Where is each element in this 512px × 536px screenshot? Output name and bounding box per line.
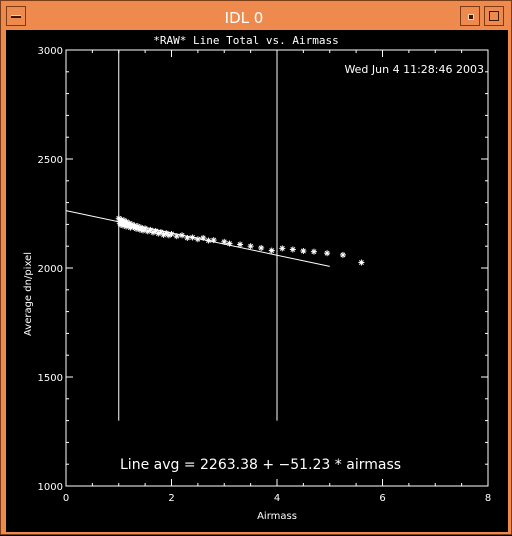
- data-point: [247, 243, 254, 250]
- y-tick-label: 2000: [38, 264, 63, 275]
- data-point: [258, 244, 265, 251]
- asterisk-stroke: [121, 218, 127, 223]
- data-point: [268, 247, 275, 254]
- asterisk-stroke: [116, 215, 122, 221]
- asterisk-stroke: [290, 247, 296, 252]
- window-title: IDL 0: [224, 9, 264, 27]
- fit-equation-label: Line avg = 2263.38 + −51.23 * airmass: [120, 457, 401, 473]
- x-tick-label: 4: [274, 493, 280, 504]
- asterisk-stroke: [237, 242, 243, 247]
- asterisk-stroke: [324, 250, 330, 256]
- asterisk-stroke: [311, 249, 317, 255]
- maximize-icon[interactable]: [484, 6, 504, 26]
- y-tick-label: 1500: [38, 373, 63, 384]
- window-menu-icon[interactable]: [6, 6, 26, 26]
- data-point: [147, 226, 154, 233]
- asterisk-stroke: [129, 221, 135, 227]
- data-point: [221, 238, 228, 245]
- data-point: [152, 227, 159, 234]
- data-point: [179, 232, 186, 239]
- asterisk-stroke: [205, 238, 211, 243]
- timestamp: Wed Jun 4 11:28:46 2003: [344, 63, 484, 76]
- data-point: [137, 224, 144, 231]
- data-point: [324, 250, 331, 257]
- y-tick-label: 1000: [38, 482, 63, 493]
- data-point: [205, 237, 212, 244]
- data-point: [237, 241, 244, 248]
- asterisk-stroke: [279, 245, 285, 251]
- data-point: [310, 248, 317, 255]
- asterisk-stroke: [221, 239, 227, 245]
- axes-group: 0 2 4 6 8 1000 1500 2000 2500 3000: [38, 46, 492, 504]
- asterisk-stroke: [258, 245, 264, 251]
- data-point: [300, 247, 307, 254]
- asterisk-stroke: [124, 219, 130, 225]
- asterisk-stroke: [153, 228, 159, 234]
- asterisk-stroke: [158, 229, 164, 235]
- x-axis-label: Airmass: [257, 511, 297, 522]
- data-point: [173, 233, 180, 240]
- asterisk-stroke: [227, 241, 232, 247]
- plot-canvas: 0 2 4 6 8 1000 1500 2000 2500 3000 *RAW* Line Tot…: [6, 30, 508, 532]
- asterisk-stroke: [269, 248, 275, 254]
- data-point: [184, 234, 191, 241]
- asterisk-stroke: [179, 232, 185, 238]
- asterisk-stroke: [340, 252, 346, 258]
- asterisk-stroke: [190, 235, 196, 240]
- data-point: [226, 240, 233, 247]
- data-point: [289, 246, 296, 253]
- asterisk-stroke: [126, 220, 132, 226]
- asterisk-stroke: [169, 231, 174, 237]
- data-point: [358, 259, 365, 266]
- asterisk-stroke: [138, 224, 144, 230]
- asterisk-stroke: [195, 236, 201, 242]
- title-bar[interactable]: IDL 0: [4, 4, 508, 30]
- x-tick-label: 8: [485, 493, 491, 504]
- data-point: [279, 245, 286, 252]
- data-point: [194, 236, 201, 243]
- asterisk-stroke: [142, 225, 148, 231]
- asterisk-stroke: [147, 227, 153, 233]
- y-tick-label: 2500: [38, 155, 63, 166]
- asterisk-stroke: [118, 217, 124, 223]
- data-point: [189, 234, 196, 241]
- asterisk-stroke: [135, 223, 141, 229]
- chart-svg: 0 2 4 6 8 1000 1500 2000 2500 3000 *RAW* Line Tot…: [23, 34, 492, 522]
- asterisk-stroke: [184, 235, 190, 241]
- asterisk-stroke: [163, 230, 169, 236]
- data-point: [339, 251, 346, 258]
- data-point: [168, 230, 175, 237]
- data-points: [115, 215, 365, 266]
- data-point: [210, 237, 217, 244]
- asterisk-stroke: [248, 243, 254, 249]
- vertical-lines: [118, 50, 278, 421]
- asterisk-stroke: [300, 248, 306, 254]
- y-axis-label: Average dn/pixel: [23, 252, 34, 336]
- chart-title: *RAW* Line Total vs. Airmass: [153, 34, 338, 47]
- x-tick-label: 0: [63, 493, 69, 504]
- asterisk-stroke: [174, 233, 180, 239]
- y-tick-label: 3000: [38, 46, 63, 57]
- data-point: [200, 234, 207, 241]
- asterisk-stroke: [358, 260, 364, 266]
- x-tick-label: 6: [379, 493, 385, 504]
- asterisk-stroke: [211, 237, 217, 243]
- x-tick-label: 2: [168, 493, 174, 504]
- asterisk-stroke: [200, 235, 206, 241]
- minimize-icon[interactable]: [460, 6, 480, 26]
